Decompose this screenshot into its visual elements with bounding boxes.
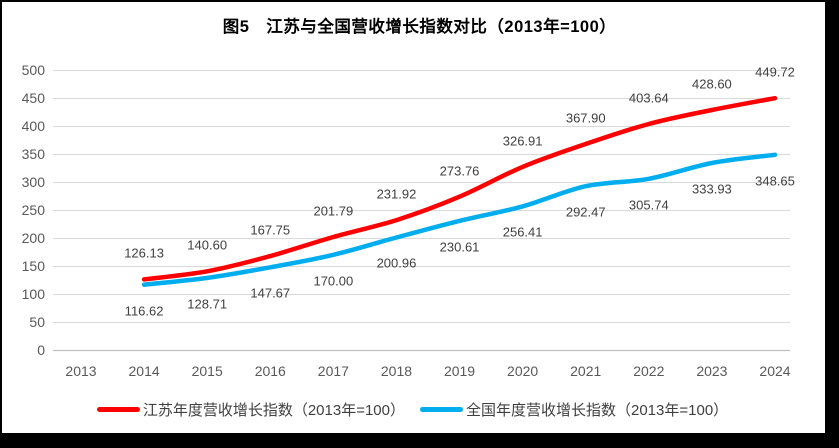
x-tick-label: 2020: [507, 363, 539, 379]
y-tick-label: 350: [21, 146, 45, 162]
data-label-national: 147.67: [250, 285, 291, 301]
y-tick-label: 100: [21, 286, 45, 302]
x-tick-label: 2024: [759, 363, 791, 379]
data-label-national: 292.47: [565, 204, 606, 220]
legend-swatch-national: [420, 407, 463, 412]
legend-swatch-jiangsu: [96, 407, 140, 412]
y-tick-label: 400: [21, 118, 45, 134]
data-label-jiangsu: 403.64: [628, 90, 669, 106]
data-label-jiangsu: 167.75: [250, 222, 291, 238]
data-label-jiangsu: 273.76: [439, 163, 480, 179]
x-tick-label: 2022: [633, 363, 665, 379]
legend-label: 江苏年度营收增长指数（2013年=100）: [142, 402, 405, 419]
chart-background: [2, 2, 825, 433]
data-label-national: 170.00: [313, 273, 354, 289]
x-tick-label: 2017: [317, 363, 349, 379]
data-label-jiangsu: 428.60: [692, 76, 732, 92]
x-tick-label: 2021: [570, 363, 602, 379]
data-label-national: 256.41: [502, 224, 543, 240]
data-label-jiangsu: 126.13: [124, 245, 164, 261]
series-line-national: [141, 152, 778, 287]
chart-title: 图5 江苏与全国营收增长指数对比（2013年=100）: [222, 18, 617, 36]
data-label-jiangsu: 201.79: [313, 203, 354, 219]
y-tick-label: 50: [29, 314, 45, 330]
y-tick-label: 150: [21, 258, 45, 274]
data-label-national: 348.65: [755, 173, 795, 189]
legend-item-national: 全国年度营收增长指数（2013年=100）: [420, 399, 728, 420]
data-label-national: 305.74: [628, 197, 669, 213]
series-line-jiangsu: [141, 95, 778, 282]
x-tick-label: 2016: [254, 363, 286, 379]
data-label-national: 116.62: [124, 303, 164, 319]
x-tick-label: 2014: [128, 363, 160, 379]
y-tick-label: 200: [21, 230, 45, 246]
data-label-national: 200.96: [376, 255, 417, 271]
data-label-jiangsu: 326.91: [502, 133, 543, 149]
x-tick-label: 2023: [696, 363, 728, 379]
y-tick-label: 250: [21, 202, 45, 218]
y-tick-label: 0: [37, 342, 45, 358]
data-label-jiangsu: 231.92: [376, 186, 417, 202]
data-label-jiangsu: 367.90: [565, 110, 606, 126]
data-label-national: 230.61: [439, 239, 480, 255]
x-tick-label: 2013: [65, 363, 97, 379]
y-tick-label: 450: [21, 90, 45, 106]
legend-item-jiangsu: 江苏年度营收增长指数（2013年=100）: [96, 399, 405, 420]
x-tick-label: 2018: [380, 363, 413, 379]
x-tick-label: 2019: [443, 363, 476, 379]
data-label-jiangsu: 449.72: [755, 64, 795, 80]
x-tick-label: 2015: [191, 363, 223, 379]
chart-legend: 江苏年度营收增长指数（2013年=100） 全国年度营收增长指数（2013年=10…: [0, 399, 825, 420]
data-label-jiangsu: 140.60: [187, 237, 228, 253]
y-tick-label: 300: [21, 174, 45, 190]
y-tick-label: 500: [21, 62, 45, 78]
data-label-national: 128.71: [187, 296, 228, 312]
data-label-national: 333.93: [692, 181, 732, 197]
legend-label: 全国年度营收增长指数（2013年=100）: [466, 402, 729, 419]
